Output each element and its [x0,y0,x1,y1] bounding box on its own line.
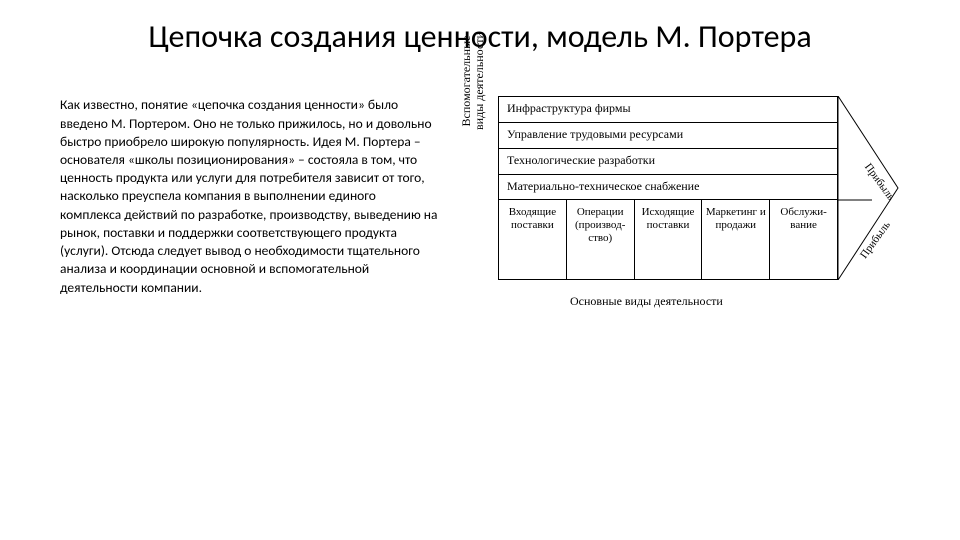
support-row: Инфраструктура фирмы [498,96,838,122]
content-row: Как известно, понятие «цепочка создания … [0,56,960,296]
primary-activities-row: Входящие поставки Операции (производ-ств… [498,200,838,280]
description-paragraph: Как известно, понятие «цепочка создания … [60,96,440,296]
primary-cell: Операции (производ-ство) [567,200,635,279]
primary-cell: Обслужи-вание [770,200,838,279]
primary-cell: Маркетинг и продажи [702,200,770,279]
primary-cell: Исходящие поставки [635,200,703,279]
value-chain-diagram: Вспомогательные виды деятельности Инфрас… [470,96,910,296]
chain-body: Инфраструктура фирмы Управление трудовым… [498,96,838,280]
support-axis-label: Вспомогательные виды деятельности [460,16,486,146]
support-row: Управление трудовыми ресурсами [498,122,838,148]
primary-axis-label: Основные виды деятельности [570,294,723,309]
primary-cell: Входящие поставки [499,200,567,279]
support-row: Материально-техническое снабжение [498,174,838,200]
support-row: Технологические разработки [498,148,838,174]
